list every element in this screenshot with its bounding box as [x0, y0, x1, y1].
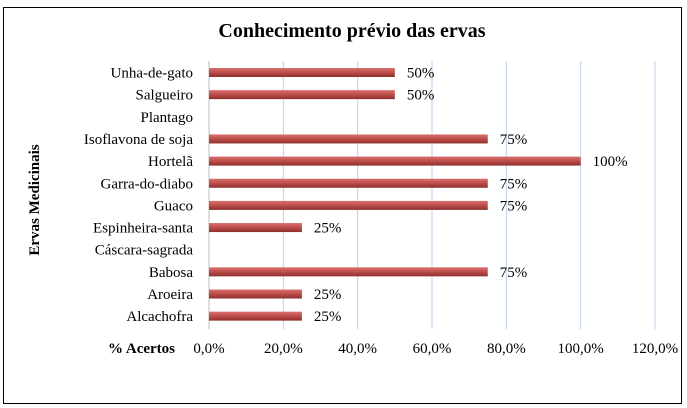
bar: [209, 311, 302, 321]
data-label: 25%: [314, 221, 342, 237]
bar: [209, 223, 302, 233]
bar: [209, 200, 488, 210]
y-axis-title: Ervas Medicinais: [27, 144, 43, 255]
x-tick-label: 20,0%: [264, 341, 303, 357]
bar: [209, 156, 581, 166]
category-label: Salgueiro: [136, 88, 194, 104]
bar: [209, 178, 488, 188]
x-tick-label: 100,0%: [558, 341, 604, 357]
data-label: 75%: [500, 265, 528, 281]
x-tick-label: 60,0%: [413, 341, 452, 357]
x-axis-title: % Acertos: [108, 341, 175, 357]
data-label: 50%: [407, 66, 435, 82]
category-label: Unha-de-gato: [111, 66, 193, 82]
x-tick-label: 40,0%: [338, 341, 377, 357]
data-label: 75%: [500, 198, 528, 214]
x-tick-label: 80,0%: [487, 341, 526, 357]
bar: [209, 68, 395, 77]
category-label: Babosa: [149, 265, 194, 281]
x-tick-label: 0,0%: [193, 341, 224, 357]
chart-title: Conhecimento prévio das ervas: [218, 20, 485, 42]
category-label: Plantago: [141, 110, 194, 126]
category-label: Guaco: [154, 198, 193, 214]
data-label: 25%: [314, 287, 342, 303]
category-label: Isoflavona de soja: [84, 132, 193, 148]
category-label: Aroeira: [147, 287, 193, 303]
data-label: 25%: [314, 309, 342, 325]
grid-lines: [208, 61, 656, 329]
data-label: 50%: [407, 88, 435, 104]
category-label: Cáscara-sagrada: [95, 243, 194, 259]
category-label: Garra-do-diabo: [101, 176, 193, 192]
bar: [209, 90, 395, 100]
category-label: Espinheira-santa: [93, 221, 193, 237]
data-label: 75%: [500, 176, 528, 192]
bar: [209, 289, 302, 299]
category-label: Alcachofra: [126, 309, 193, 325]
bar: [209, 134, 488, 144]
x-tick-label: 120,0%: [632, 341, 678, 357]
data-label: 100%: [593, 154, 628, 170]
data-label: 75%: [500, 132, 528, 148]
bar: [209, 267, 488, 277]
bars: [209, 68, 581, 321]
category-label: Hortelã: [148, 154, 193, 170]
